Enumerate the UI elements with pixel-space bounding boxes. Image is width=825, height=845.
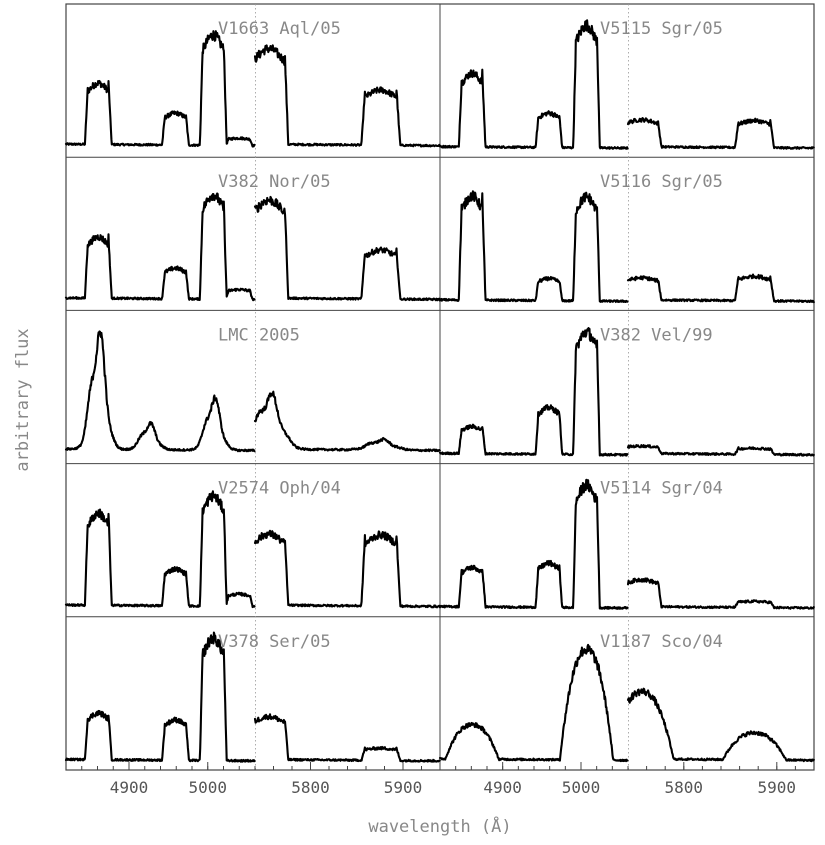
spectrum-line bbox=[626, 444, 815, 457]
star-label: V382 Vel/99 bbox=[600, 325, 713, 345]
spectrum-panel bbox=[64, 192, 441, 302]
spectrum-panel bbox=[438, 19, 815, 150]
spectrum-line bbox=[253, 390, 441, 453]
star-label: V5116 Sgr/05 bbox=[600, 172, 723, 192]
spectrum-line bbox=[438, 190, 629, 304]
x-tick-label: 5800 bbox=[665, 778, 704, 797]
star-label: V1663 Aql/05 bbox=[218, 19, 341, 39]
star-label: V2574 Oph/04 bbox=[218, 479, 341, 499]
spectrum-panel bbox=[64, 631, 441, 763]
x-tick-label: 5800 bbox=[291, 778, 330, 797]
spectrum-line bbox=[253, 713, 441, 763]
spectrum-line bbox=[438, 19, 629, 150]
spectrum-line bbox=[64, 192, 256, 302]
spectrum-line bbox=[64, 631, 256, 763]
spectrum-panel bbox=[438, 190, 815, 304]
x-axis-label: wavelength (Å) bbox=[368, 815, 511, 837]
spectrum-line bbox=[438, 478, 629, 610]
spectrum-panel bbox=[438, 478, 815, 610]
spectrum-line bbox=[64, 490, 256, 609]
spectrum-line bbox=[253, 195, 441, 302]
spectrum-panel bbox=[64, 330, 441, 453]
spectrum-panel bbox=[438, 643, 815, 763]
star-label: V378 Ser/05 bbox=[218, 632, 331, 652]
spectrum-line bbox=[626, 577, 815, 610]
star-label: V5114 Sgr/04 bbox=[600, 479, 723, 499]
x-tick-label: 4900 bbox=[110, 778, 149, 797]
star-label: LMC 2005 bbox=[218, 325, 300, 345]
spectrum-line bbox=[438, 326, 629, 457]
spectrum-line bbox=[253, 44, 441, 148]
spectrum-line bbox=[626, 273, 815, 304]
spectrum-line bbox=[438, 643, 629, 763]
spectrum-line bbox=[64, 30, 256, 148]
star-label: V1187 Sco/04 bbox=[600, 632, 723, 652]
spectrum-line bbox=[626, 687, 815, 763]
x-tick-label: 5900 bbox=[384, 778, 423, 797]
x-tick-label: 5900 bbox=[758, 778, 797, 797]
x-tick-label: 4900 bbox=[483, 778, 522, 797]
spectrum-panel bbox=[438, 326, 815, 457]
star-label: V5115 Sgr/05 bbox=[600, 19, 723, 39]
spectrum-line bbox=[253, 529, 441, 609]
x-tick-label: 5000 bbox=[188, 778, 227, 797]
y-axis-label: arbitrary flux bbox=[13, 328, 33, 471]
spectrum-panel bbox=[64, 30, 441, 148]
spectrum-panel bbox=[64, 490, 441, 609]
spectrum-line bbox=[64, 330, 256, 453]
spectrum-line bbox=[626, 117, 815, 150]
star-label: V382 Nor/05 bbox=[218, 172, 331, 192]
x-tick-label: 5000 bbox=[562, 778, 601, 797]
